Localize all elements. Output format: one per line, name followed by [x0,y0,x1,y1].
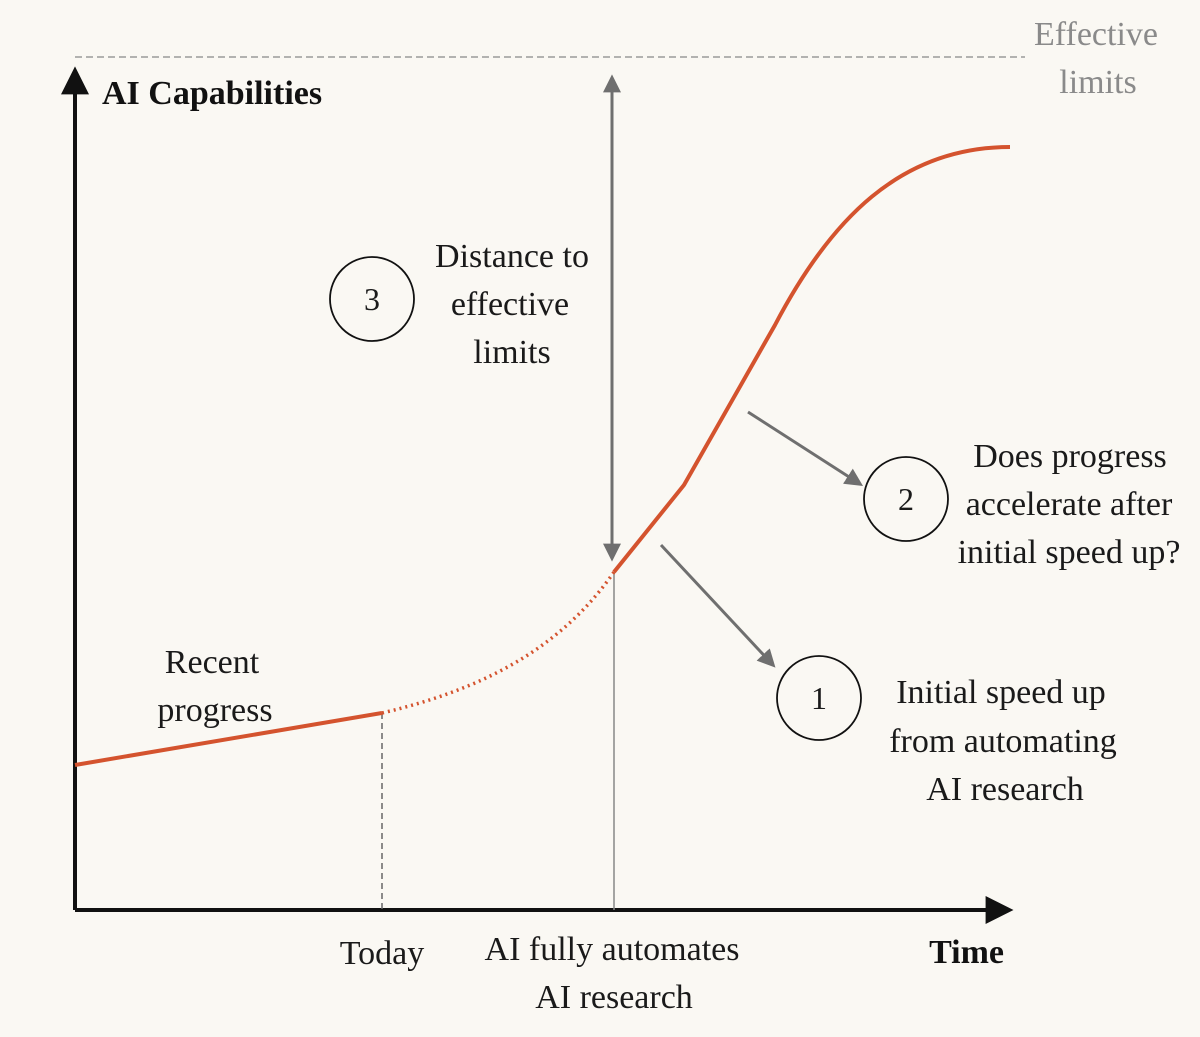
annotation-3-circle [329,256,415,342]
effective-limits-label-line2: limits [1059,64,1136,101]
annotation-1-text-line3: AI research [926,771,1084,808]
annotation-2-circle [863,456,949,542]
annotation-3-text-line2: effective [451,286,569,323]
curve-recent-progress [74,711,383,767]
today-label: Today [340,935,425,972]
annotation-2-number: 2 [898,481,914,517]
annotation-1-number: 1 [811,680,827,716]
recent-progress-label-line2: progress [157,692,272,729]
recent-progress-label-line1: Recent [165,644,260,681]
curve-projected-dotted [381,571,616,715]
curve-accelerated [612,145,1011,574]
annotation-2-arrow [747,410,864,486]
automation-label-line2: AI research [535,979,693,1016]
annotation-1-arrow [659,543,776,668]
automation-label-line1: AI fully automates [485,931,740,968]
annotation-1-text-line1: Initial speed up [896,674,1106,711]
annotation-1-circle [776,655,862,741]
annotation-3-text-line1: Distance to [435,238,589,275]
y-axis-label: AI Capabilities [102,75,322,112]
annotation-2-text-line1: Does progress [973,438,1167,475]
annotation-1-text-line2: from automating [889,723,1117,760]
annotation-3-text-line3: limits [473,334,550,371]
annotation-2-text-line3: initial speed up? [958,534,1181,571]
x-axis-label: Time [929,934,1004,971]
effective-limits-label-line1: Effective [1034,16,1158,53]
annotation-3-number: 3 [364,281,380,317]
annotation-2-text-line2: accelerate after [966,486,1173,523]
